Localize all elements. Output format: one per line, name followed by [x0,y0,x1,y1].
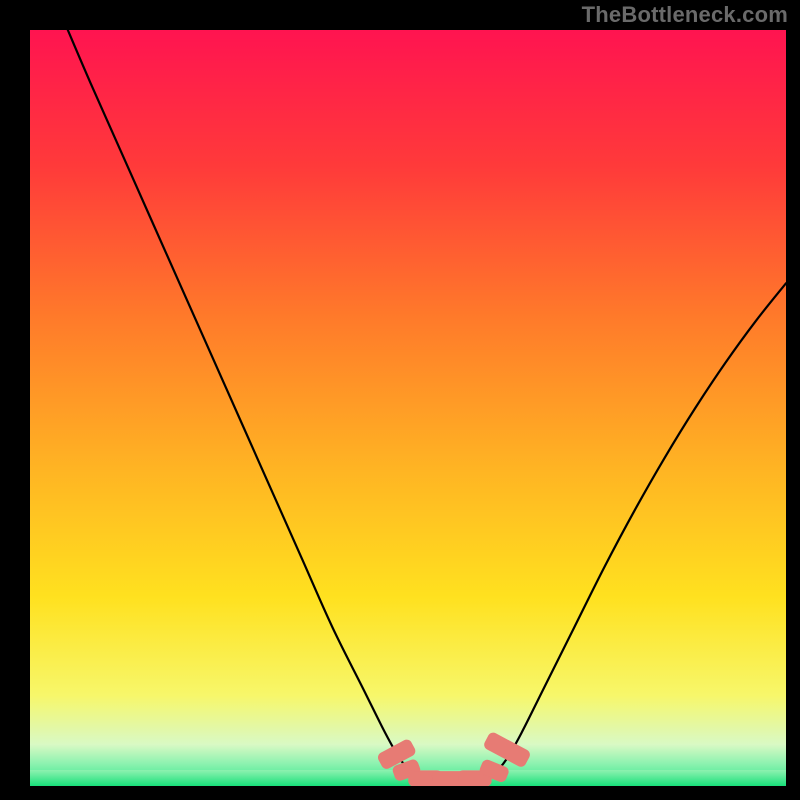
plot-area [30,30,786,786]
bottleneck-curve [68,30,786,778]
frame-right [786,0,800,800]
attribution-text: TheBottleneck.com [582,2,788,28]
frame-bottom [0,786,800,800]
chart-svg [30,30,786,786]
frame-left [0,0,30,800]
marker-group [377,731,531,786]
